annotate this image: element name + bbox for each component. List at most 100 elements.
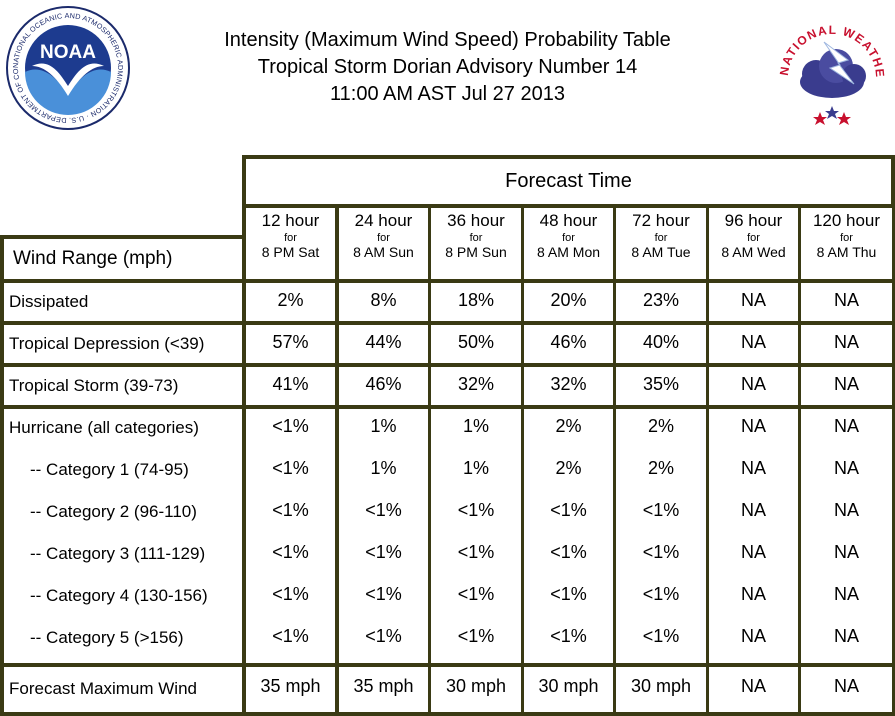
- table-cell: <1%: [272, 500, 309, 520]
- forecast-time-header: Forecast Time: [246, 159, 891, 204]
- table-cell: NA: [833, 374, 859, 394]
- table-cell: <1%: [272, 584, 309, 604]
- column-for: for: [654, 232, 668, 244]
- forecast-max-cell-7: [801, 667, 892, 712]
- table-cell: NA: [740, 458, 766, 478]
- table-cell: 2%: [647, 416, 674, 436]
- row-label: -- Category 5 (>156): [30, 628, 184, 647]
- column-hour: 48 hour: [539, 211, 598, 230]
- row-group-cell-3-1: [246, 367, 335, 405]
- table-cell: NA: [833, 500, 859, 520]
- row-group-cell-3-7: [801, 367, 892, 405]
- row-group-cell-4-7: [801, 409, 892, 663]
- table-cell: NA: [740, 290, 766, 310]
- column-header-2: 24 hour for 8 AM Sun: [339, 208, 428, 279]
- column-hour: 120 hour: [812, 211, 881, 230]
- column-hour: 36 hour: [447, 211, 505, 230]
- table-cell: 46%: [365, 374, 402, 394]
- table-cell: 44%: [365, 332, 402, 352]
- column-hour: 96 hour: [724, 211, 783, 230]
- table-cell: 8%: [370, 290, 397, 310]
- row-group-label-3: [4, 367, 242, 405]
- column-hour: 12 hour: [261, 211, 320, 230]
- table-cell: <1%: [365, 542, 402, 562]
- column-for: for: [377, 232, 390, 244]
- row-group-cell-4-1: [246, 409, 335, 663]
- page-title: Intensity (Maximum Wind Speed) Probabili…: [180, 27, 715, 108]
- table-cell: <1%: [642, 500, 680, 520]
- table-cell: 2%: [277, 290, 304, 310]
- row-group-cell-1-5: [616, 283, 706, 321]
- row-label: Hurricane (all categories): [9, 418, 199, 437]
- noaa-logo: NATIONAL OCEANIC AND ATMOSPHERIC ADMINIS…: [3, 0, 130, 135]
- row-group-cell-4-6: [709, 409, 798, 663]
- table-cell: NA: [740, 374, 766, 394]
- table-cell: <1%: [642, 626, 680, 646]
- table-cell: NA: [740, 542, 766, 562]
- table-cell: 50%: [457, 332, 495, 352]
- row-label: -- Category 3 (111-129): [30, 544, 206, 563]
- table-cell: <1%: [550, 584, 587, 604]
- row-label: -- Category 2 (96-110): [30, 502, 197, 521]
- row-group-cell-2-6: [709, 325, 798, 363]
- forecast-max-wind-value: NA: [833, 676, 859, 696]
- table-cell: 18%: [457, 290, 495, 310]
- forecast-max-cell-4: [524, 667, 613, 712]
- forecast-max-wind-value: 30 mph: [445, 676, 507, 696]
- table-cell: NA: [740, 626, 766, 646]
- column-time: 8 AM Thu: [816, 244, 877, 260]
- forecast-max-wind-value: 35 mph: [353, 676, 414, 696]
- row-label: Tropical Depression (<39): [9, 334, 205, 353]
- table-cell: 23%: [642, 290, 680, 310]
- forecast-max-cell-5: [616, 667, 706, 712]
- forecast-max-cell-2: [339, 667, 428, 712]
- table-cell: NA: [833, 626, 859, 646]
- forecast-max-cell-3: [431, 667, 521, 712]
- row-group-cell-3-3: [431, 367, 521, 405]
- table-cell: 2%: [555, 458, 582, 478]
- table-cell: <1%: [365, 500, 402, 520]
- column-time: 8 AM Tue: [631, 244, 691, 260]
- row-group-cell-1-3: [431, 283, 521, 321]
- row-group-cell-4-2: [339, 409, 428, 663]
- column-time: 8 PM Sun: [445, 244, 507, 260]
- title-line-1: Intensity (Maximum Wind Speed) Probabili…: [224, 29, 671, 51]
- title-line-2: Tropical Storm Dorian Advisory Number 14: [257, 56, 638, 78]
- forecast-max-label-cell: [4, 667, 242, 712]
- table-cell: 1%: [462, 458, 489, 478]
- table-cell: <1%: [550, 626, 587, 646]
- column-header-1: 12 hour for 8 PM Sat: [246, 208, 335, 279]
- table-cell: 46%: [550, 332, 587, 352]
- row-group-cell-2-7: [801, 325, 892, 363]
- table-cell: 1%: [462, 416, 489, 436]
- table-cell: 1%: [370, 416, 397, 436]
- table-cell: NA: [740, 500, 766, 520]
- forecast-time-label: Forecast Time: [505, 170, 632, 192]
- table-cell: 1%: [370, 458, 397, 478]
- table-cell: 57%: [272, 332, 309, 352]
- row-group-cell-2-1: [246, 325, 335, 363]
- table-cell: NA: [833, 290, 859, 310]
- column-time: 8 AM Sun: [353, 244, 414, 260]
- column-header-3: 36 hour for 8 PM Sun: [431, 208, 521, 279]
- nws-logo: NATIONAL WEATHER SERVICE: [769, 0, 890, 133]
- row-group-cell-3-4: [524, 367, 613, 405]
- row-group-cell-1-7: [801, 283, 892, 321]
- table-cell: NA: [833, 542, 859, 562]
- row-group-cell-1-2: [339, 283, 428, 321]
- table-cell: NA: [833, 416, 859, 436]
- table-cell: NA: [740, 584, 766, 604]
- forecast-max-wind-value: 35 mph: [260, 676, 321, 696]
- row-group-cell-4-3: [431, 409, 521, 663]
- table-cell: 32%: [457, 374, 495, 394]
- row-group-cell-2-5: [616, 325, 706, 363]
- row-group-cell-3-2: [339, 367, 428, 405]
- row-group-label-4: [4, 409, 242, 663]
- table-cell: <1%: [272, 458, 309, 478]
- row-group-label-1: [4, 283, 242, 321]
- forecast-max-wind-value: 30 mph: [538, 676, 599, 696]
- column-for: for: [469, 232, 483, 244]
- table-cell: 35%: [642, 374, 680, 394]
- row-group-cell-1-4: [524, 283, 613, 321]
- noaa-logo-text: NOAA: [40, 42, 96, 63]
